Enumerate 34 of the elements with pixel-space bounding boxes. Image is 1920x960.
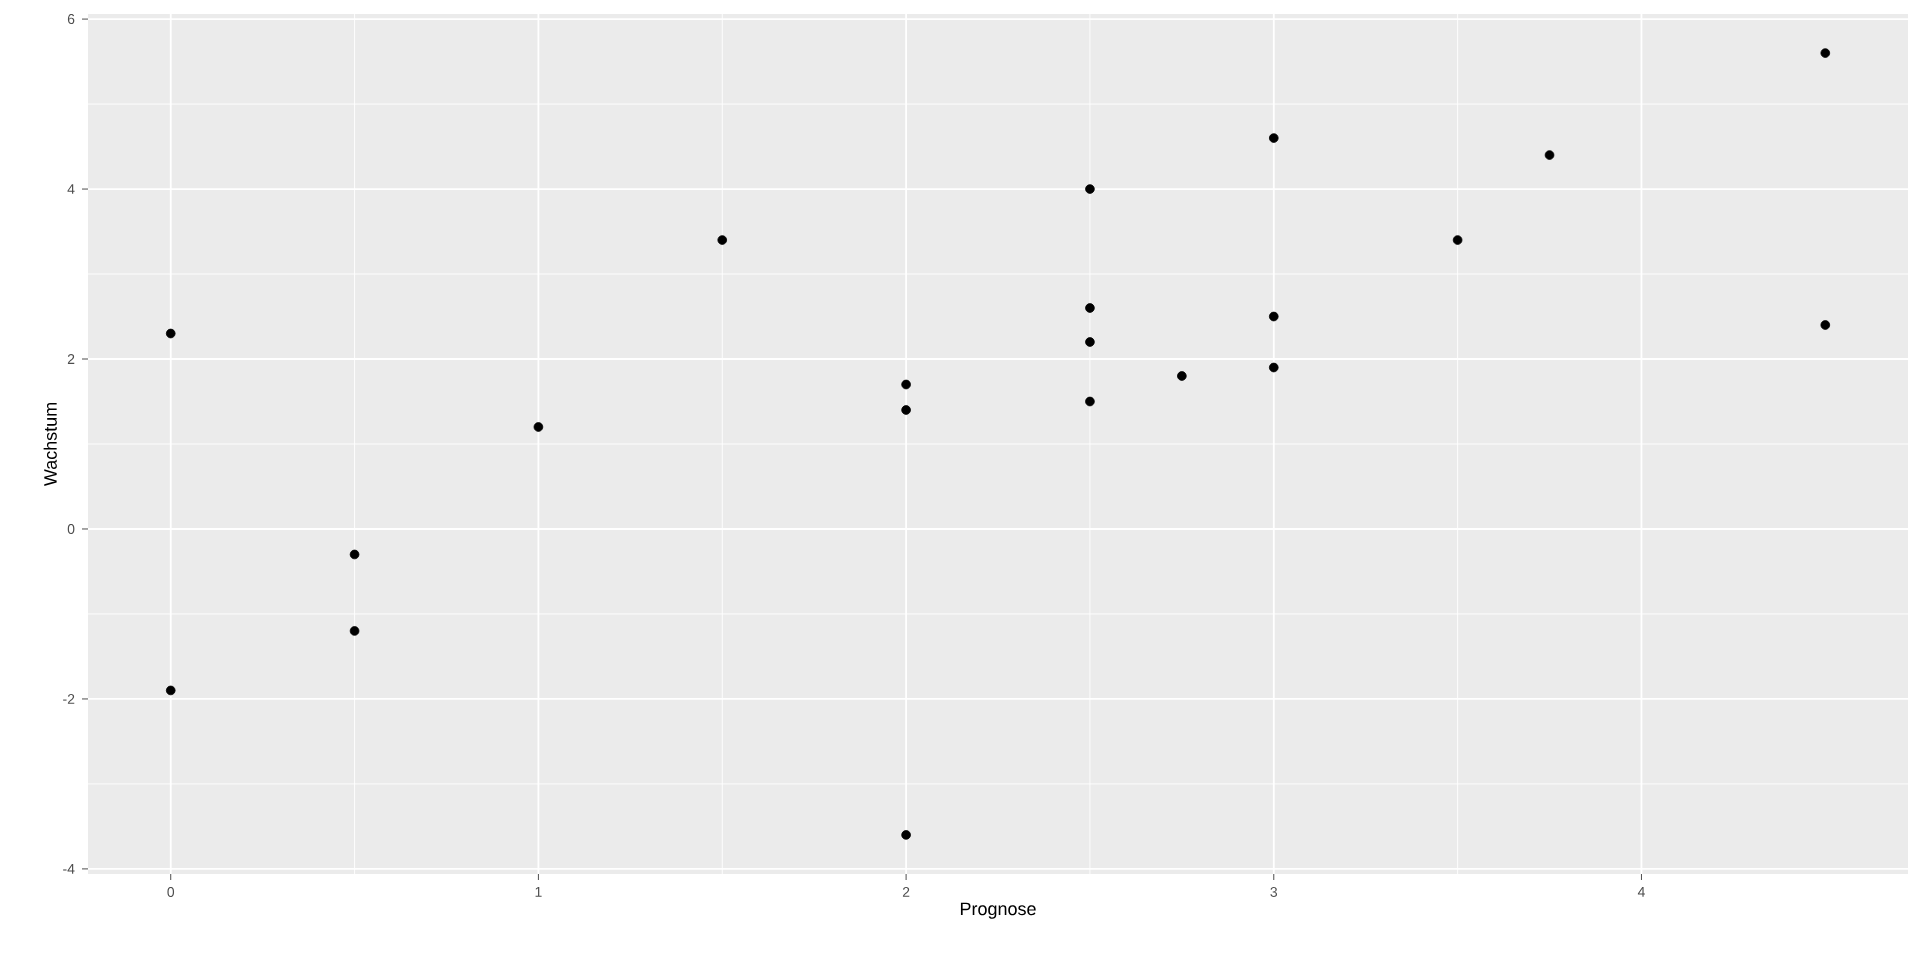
x-tick-label: 1 <box>535 887 542 897</box>
y-tick-label: -2 <box>63 694 75 704</box>
x-tick-label: 4 <box>1637 887 1645 897</box>
y-tick-label: 6 <box>67 14 75 25</box>
y-tick-label: 0 <box>67 524 75 534</box>
x-tick-label: 0 <box>167 887 175 897</box>
y-axis-title: Wachstum <box>43 403 57 487</box>
x-axis-title: Prognose <box>960 902 1036 919</box>
point <box>901 830 911 840</box>
point <box>717 235 728 245</box>
point <box>533 422 544 432</box>
point <box>1544 150 1555 160</box>
point <box>349 549 360 560</box>
point <box>1085 396 1095 407</box>
point <box>1085 337 1095 347</box>
point <box>901 379 911 390</box>
y-tick-label: 2 <box>67 354 75 364</box>
point <box>349 626 360 636</box>
point <box>1268 311 1279 322</box>
point <box>165 685 176 696</box>
point <box>1452 235 1463 245</box>
point <box>1820 320 1831 330</box>
y-tick-label: 4 <box>67 184 75 194</box>
point <box>1177 371 1187 381</box>
y-tick-label: -4 <box>63 864 75 874</box>
x-tick-label: 2 <box>902 887 910 897</box>
point <box>901 405 911 415</box>
point <box>1268 133 1279 143</box>
point <box>165 328 176 339</box>
point <box>1820 48 1831 58</box>
point <box>1268 362 1279 373</box>
point <box>1085 184 1095 194</box>
point <box>1085 303 1095 313</box>
x-tick-label: 3 <box>1270 887 1278 897</box>
